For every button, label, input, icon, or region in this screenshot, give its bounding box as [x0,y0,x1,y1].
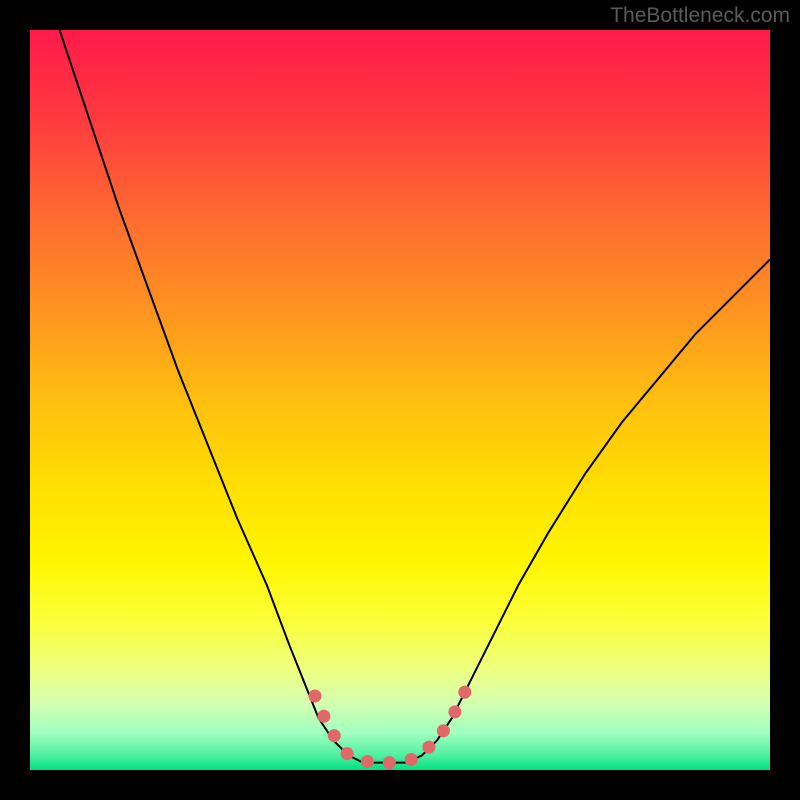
watermark-text: TheBottleneck.com [610,4,790,28]
chart-area [30,30,770,770]
chart-background [30,30,770,770]
chart-svg [30,30,770,770]
